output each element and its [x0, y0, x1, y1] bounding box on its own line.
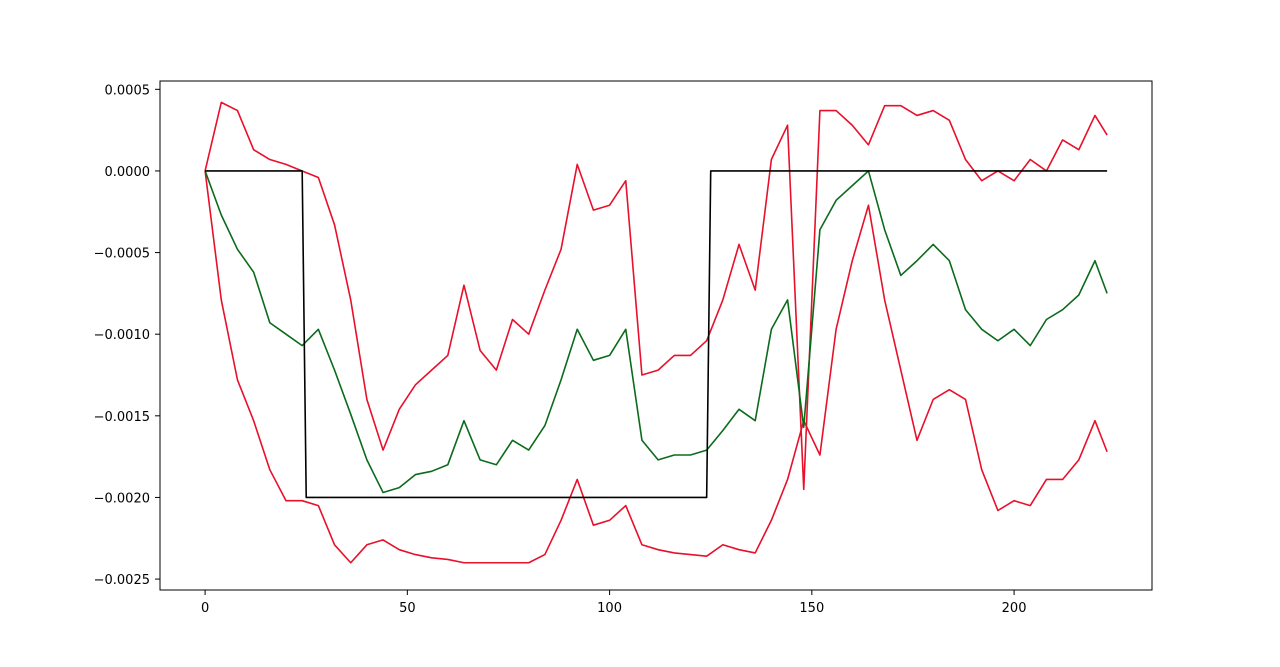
- y-tick-label: −0.0010: [94, 328, 150, 343]
- x-tick-label: 0: [201, 601, 209, 616]
- data-line: [204, 170, 1108, 494]
- x-tick-label: 100: [597, 601, 622, 616]
- x-tick-label: 200: [1002, 601, 1027, 616]
- data-line: [204, 101, 1108, 491]
- plot-frame: [159, 80, 1153, 591]
- x-tick-label: 150: [799, 601, 824, 616]
- y-tick-label: 0.0005: [105, 83, 151, 98]
- x-tick-label: 50: [399, 601, 416, 616]
- data-line: [204, 170, 1108, 564]
- y-tick-label: −0.0020: [94, 491, 150, 506]
- data-line: [205, 170, 1108, 499]
- y-tick-label: −0.0025: [94, 573, 150, 588]
- y-tick-label: −0.0005: [94, 247, 150, 262]
- y-tick-label: −0.0015: [94, 410, 150, 425]
- y-tick-label: 0.0000: [105, 165, 151, 180]
